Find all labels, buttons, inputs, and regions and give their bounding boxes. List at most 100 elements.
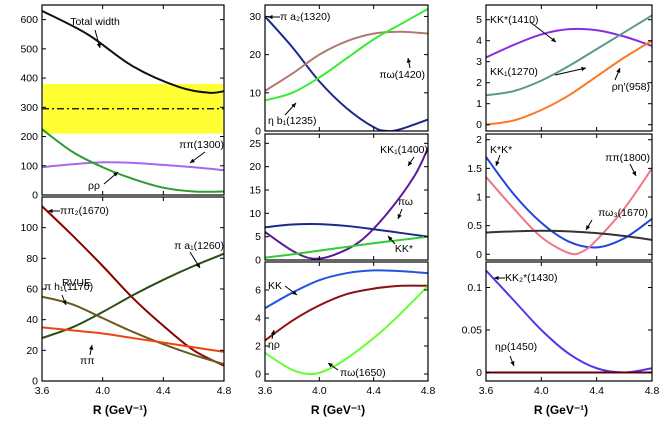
y-tick-label-p1: 600 [20,14,38,26]
annotation-arrowhead-a15 [292,290,297,295]
annotation-label-a21: K*K* [490,144,512,156]
annotation-label-a5: ππ₂(1670) [60,205,109,217]
series-line-p3-2 [265,7,428,102]
panel-frame-p8 [485,261,653,382]
series-line-p7-1 [486,167,652,256]
y-tick-label-p8: 0 [476,367,482,379]
annotation-label-a11: η b₁(1235) [268,115,317,127]
y-tick-label-p8: 0.05 [462,325,483,337]
annotation-label-a8: ππ [80,355,95,367]
annotation-arrowhead-a12 [408,161,413,166]
x-tick-label-p8: 4.8 [645,385,660,397]
chart-panel-p6: 0 1 2 3 4 5 KK*(1410) KK₁(1270) ρη′(958) [476,4,653,132]
series-line-p5-0 [265,269,428,310]
series-line-p4-0 [265,147,428,260]
annotation-arrowhead-a19 [581,66,586,72]
y-tick-label-p3: 20 [249,49,261,61]
y-tick-label-p7: 2 [476,134,482,146]
annotation-label-a19: KK₁(1270) [490,66,538,78]
series-line-p1-2 [42,128,224,193]
y-tick-label-p7: 0 [476,249,482,261]
y-tick-label-p5: 6 [255,285,261,297]
y-tick-label-p5: 0 [255,369,261,381]
y-tick-label-p7: 1.5 [467,163,482,175]
x-tick-label-p5: 4.0 [312,385,327,397]
annotation-label-a15: KK [268,280,282,292]
y-tick-label-p4: 10 [249,208,261,220]
annotation-arrow-a18 [529,21,557,43]
y-tick-label-p4: 15 [249,185,261,197]
y-tick-label-p8: 0.1 [467,282,482,294]
annotation-arrowhead-a18 [551,37,556,42]
y-tick-label-p5: 2 [255,341,261,353]
annotation-label-a2: RVUE [62,277,91,289]
annotation-arrowhead-a23 [586,225,591,230]
x-tick-label-p2: 4.0 [95,385,110,397]
chart-panel-p7: 0 0.5 1 1.5 2 K*K* ππ(1800) πω₃(1670) [467,133,653,261]
series-line-p2-2 [42,295,224,366]
y-tick-label-p7: 0.5 [467,220,482,232]
annotation-label-a4: ρρ [88,180,100,192]
y-tick-label-p5: 4 [255,313,261,325]
panel-frame-p6 [485,4,653,132]
x-tick-label-p8: 4.4 [589,385,604,397]
series-line-p5-1 [265,284,428,342]
annotation-arrowhead-a13 [397,214,402,219]
annotation-label-a16: ηρ [268,339,280,351]
x-axis-label-col1: R (GeV⁻¹) [93,403,147,417]
annotation-arrowhead-a9 [268,14,273,20]
annotation-arrowhead-a10 [406,58,412,63]
series-line-p1-0 [42,9,224,94]
annotation-label-a17: πω(1650) [340,367,386,379]
series-line-p2-0 [42,205,224,367]
series-line-p7-0 [486,156,652,249]
y-tick-label-p6: 2 [476,77,482,89]
annotation-label-a22: ππ(1800) [605,152,650,164]
y-tick-label-p4: 5 [255,231,261,243]
annotation-arrow-a19 [554,67,587,76]
x-axis-label-col2: R (GeV⁻¹) [311,403,365,417]
x-tick-label-p2: 3.6 [35,385,50,397]
y-tick-label-p6: 0 [476,119,482,131]
x-tick-label-p5: 4.8 [421,385,436,397]
y-tick-label-p2: 80 [26,253,38,265]
y-tick-label-p2: 60 [26,284,38,296]
y-tick-label-p1: 0 [32,190,38,202]
annotation-label-a6: π a₁(1260) [174,240,224,252]
annotation-arrowhead-a7 [62,300,67,305]
series-line-p4-1 [265,222,428,238]
annotation-arrowhead-a3 [190,158,195,163]
annotation-label-a25: ηρ(1450) [495,341,537,353]
panel-frame-p3 [264,4,429,132]
annotation-label-a18: KK*(1410) [490,14,538,26]
series-line-p6-2 [486,39,652,126]
series-line-p1-1 [42,161,224,172]
annotation-arrowhead-a17 [328,363,333,368]
y-tick-label-p4: 20 [249,161,261,173]
series-line-p6-0 [486,27,652,59]
y-tick-label-p6: 1 [476,98,482,110]
panel-frame-p4 [264,133,429,261]
y-tick-label-p6: 3 [476,56,482,68]
y-tick-label-p2: 0 [32,376,38,388]
y-tick-label-p3: 30 [249,11,261,23]
y-tick-label-p1: 300 [20,102,38,114]
annotation-arrowhead-a4 [113,172,118,177]
y-tick-label-p6: 4 [476,35,482,47]
panel-frame-p5 [264,261,429,382]
annotation-arrowhead-a5 [48,208,53,214]
annotation-label-a1: Total width [70,16,120,28]
annotation-arrowhead-a20 [616,68,621,73]
y-tick-label-p3: 0 [255,126,261,138]
chart-panel-p2: 0 20 40 60 80 100 3.6 4.0 4.4 4.8 ππ₂(1670) π a₁(12… [20,196,231,397]
y-tick-label-p2: 40 [26,314,38,326]
y-tick-label-p1: 200 [20,131,38,143]
series-line-p2-1 [42,252,224,340]
x-tick-label-p8: 3.6 [479,385,494,397]
y-tick-label-p1: 500 [20,43,38,55]
y-tick-label-p3: 10 [249,87,261,99]
annotation-arrowhead-a14 [388,236,393,241]
y-tick-label-p2: 100 [20,222,38,234]
x-tick-label-p5: 4.4 [366,385,381,397]
